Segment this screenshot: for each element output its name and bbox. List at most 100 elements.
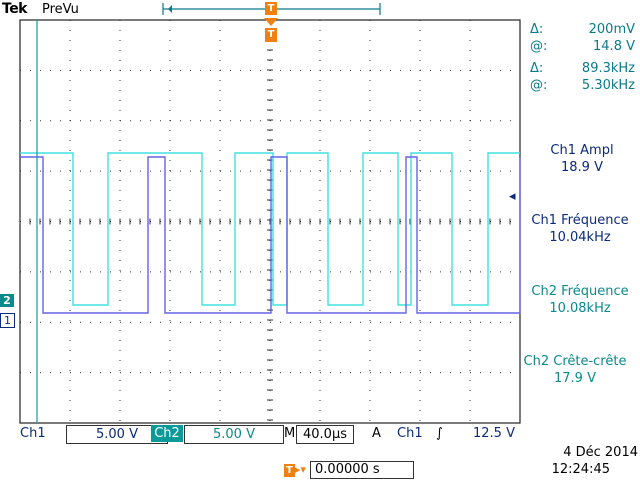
- grid-dot: [369, 280, 371, 281]
- trigger-label: A: [372, 426, 381, 441]
- trigger-point-marker[interactable]: T: [265, 2, 277, 15]
- grid-dot: [400, 321, 401, 323]
- grid-dot: [40, 372, 41, 374]
- grid-dot: [369, 330, 371, 331]
- grid-dot: [469, 210, 471, 211]
- grid-dot: [119, 50, 121, 51]
- grid-dot: [319, 100, 321, 101]
- grid-dot: [169, 230, 171, 231]
- trigger-position-value[interactable]: 0.00000 s: [310, 461, 415, 479]
- measurement-ch2-frequency: Ch2 Fréquence 10.08kHz: [520, 283, 640, 317]
- grid-dot: [110, 69, 111, 71]
- grid-dot: [119, 300, 121, 301]
- grid-dot: [470, 170, 471, 172]
- grid-dot: [369, 90, 371, 91]
- grid-dot: [419, 210, 421, 211]
- ch2-label[interactable]: Ch2: [151, 425, 183, 442]
- grid-dot: [230, 321, 231, 323]
- grid-dot: [319, 170, 321, 171]
- grid-dot: [270, 372, 271, 374]
- grid-dot: [150, 321, 151, 323]
- grid-dot: [469, 150, 471, 151]
- ch2-scale[interactable]: 5.00 V: [184, 425, 284, 444]
- grid-dot: [419, 410, 421, 411]
- grid-dot: [169, 390, 171, 391]
- grid-dot: [319, 110, 321, 111]
- grid-dot: [500, 170, 501, 172]
- grid-dot: [70, 372, 71, 374]
- grid-dot: [120, 271, 121, 273]
- trigger-position-readout: T ▸▾ 0.00000 s: [284, 461, 415, 479]
- grid-dot: [69, 210, 71, 211]
- grid-dot: [380, 271, 381, 273]
- grid-dot: [369, 20, 371, 21]
- grid-dot: [469, 370, 471, 371]
- grid-dot: [190, 170, 191, 172]
- ch1-ground-marker[interactable]: 1: [0, 313, 15, 328]
- grid-dot: [219, 30, 221, 31]
- grid-dot: [460, 170, 461, 172]
- grid-dot: [119, 390, 121, 391]
- grid-dot: [100, 170, 101, 172]
- grid-dot: [440, 69, 441, 71]
- grid-dot: [169, 240, 171, 241]
- grid-dot: [420, 271, 421, 273]
- trigger-level-marker[interactable]: ◂: [509, 189, 516, 204]
- ch2-ground-marker[interactable]: 2: [0, 294, 14, 307]
- ch1-label[interactable]: Ch1: [20, 426, 46, 441]
- grid-dot: [210, 120, 211, 122]
- measurement-value: 17.9 V: [554, 371, 596, 386]
- grid-dot: [219, 80, 221, 81]
- grid-dot: [220, 372, 221, 374]
- grid-dot: [469, 130, 471, 131]
- grid-dot: [240, 271, 241, 273]
- grid-dot: [469, 140, 471, 141]
- grid-dot: [400, 170, 401, 172]
- grid-dot: [480, 69, 481, 71]
- grid-dot: [360, 372, 361, 374]
- grid-dot: [219, 290, 221, 291]
- grid-dot: [390, 372, 391, 374]
- grid-dot: [410, 69, 411, 71]
- grid-dot: [360, 120, 361, 122]
- grid-dot: [69, 30, 71, 31]
- grid-dot: [370, 372, 371, 374]
- grid-dot: [119, 270, 121, 271]
- grid-dot: [330, 170, 331, 172]
- grid-dot: [300, 372, 301, 374]
- grid-dot: [119, 340, 121, 341]
- trigger-point-marker-lower[interactable]: T: [265, 28, 277, 42]
- grid-dot: [430, 170, 431, 172]
- grid-dot: [350, 271, 351, 273]
- grid-dot: [369, 340, 371, 341]
- trigger-source[interactable]: Ch1: [397, 426, 423, 441]
- grid-dot: [460, 120, 461, 122]
- grid-dot: [69, 360, 71, 361]
- trigger-position-icon: T: [284, 464, 295, 477]
- grid-dot: [469, 90, 471, 91]
- grid-dot: [160, 120, 161, 122]
- measurement-ch1-frequency: Ch1 Fréquence 10.04kHz: [520, 212, 640, 246]
- grid-dot: [220, 69, 221, 71]
- grid-dot: [80, 69, 81, 71]
- grid-dot: [469, 390, 471, 391]
- grid-dot: [219, 310, 221, 311]
- grid-dot: [250, 120, 251, 122]
- measurement-ch2-peak-to-peak: Ch2 Crête-crête 17.9 V: [510, 353, 640, 387]
- grid-dot: [369, 60, 371, 61]
- grid-dot: [319, 400, 321, 401]
- trigger-level[interactable]: 12.5 V: [473, 426, 515, 441]
- grid-dot: [69, 40, 71, 41]
- grid-dot: [119, 420, 121, 421]
- grid-dot: [169, 60, 171, 61]
- timebase-value[interactable]: 40.0µs: [296, 425, 354, 444]
- grid-dot: [219, 200, 221, 201]
- grid-dot: [169, 200, 171, 201]
- grid-dot: [319, 90, 321, 91]
- grid-dot: [319, 340, 321, 341]
- ch1-scale[interactable]: 5.00 V: [66, 425, 168, 444]
- grid-dot: [319, 20, 321, 21]
- grid-dot: [510, 372, 511, 374]
- grid-dot: [120, 170, 121, 172]
- grid-dot: [369, 80, 371, 81]
